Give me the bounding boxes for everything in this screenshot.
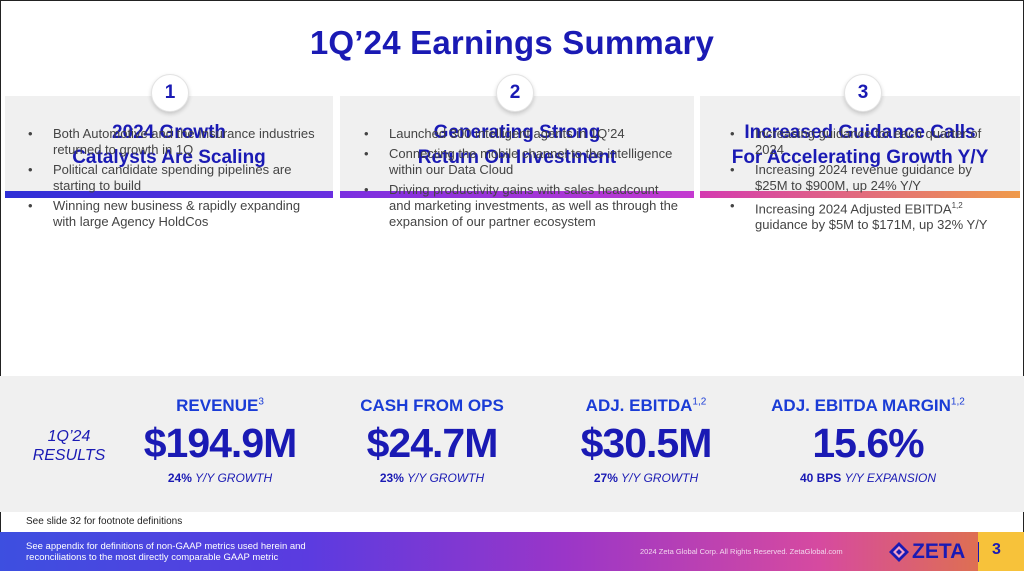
metric-growth: 40 BPS Y/Y EXPANSION <box>754 471 982 485</box>
page-number: 3 <box>992 541 1001 558</box>
footer-copyright: 2024 Zeta Global Corp. All Rights Reserv… <box>640 547 843 556</box>
metric-value: 15.6% <box>812 420 924 466</box>
metric-label: CASH FROM OPS <box>346 396 518 416</box>
metric-value: $194.9M <box>143 420 298 466</box>
metric-growth-text: Y/Y GROWTH <box>195 471 273 485</box>
footnote-marker: 3 <box>258 396 264 408</box>
footnote-marker: 1,2 <box>950 396 965 408</box>
number-badge: 1 <box>151 74 189 112</box>
metric-adj-ebitda: ADJ. EBITDA1,2 $30.5M 27% Y/Y GROWTH <box>560 396 732 485</box>
bullet-list: • Both Automotive and the Insurance indus… <box>26 126 316 234</box>
bullet-list: • Increasing guidance for each quarter of… <box>728 126 1002 237</box>
metric-growth-value: 23% <box>379 471 404 485</box>
metric-growth-value: 27% <box>593 471 618 485</box>
metric-label: REVENUE3 <box>134 396 306 416</box>
metric-label-text: ADJ. EBITDA MARGIN <box>771 396 951 415</box>
accent-bar <box>5 191 333 198</box>
metric-growth-text: Y/Y GROWTH <box>621 471 699 485</box>
accent-bar <box>700 191 1020 198</box>
footnote-text: See slide 32 for footnote definitions <box>26 516 183 527</box>
metric-growth-text: Y/Y EXPANSION <box>844 471 937 485</box>
page-number-tab: 3 <box>978 532 1024 571</box>
number-badge: 2 <box>496 74 534 112</box>
bullet-text: Launched 300 intelligent agents in 1Q’24 <box>389 126 625 141</box>
column-title-line2: Return On Investment <box>417 147 617 168</box>
column-title-line1: Increased Guidance Calls <box>744 122 976 143</box>
column-title-line1: Generating Strong <box>433 122 601 143</box>
bullet-text: Increasing 2024 Adjusted EBITDA <box>755 201 952 217</box>
accent-bar <box>340 191 694 198</box>
number-badge: 3 <box>844 74 882 112</box>
list-item: • Connecting the mobile channel to the in… <box>362 146 680 178</box>
slide-title: 1Q’24 Earnings Summary <box>309 24 715 61</box>
results-label: 1Q’24 RESULTS <box>24 427 114 465</box>
metric-label: ADJ. EBITDA MARGIN1,2 <box>754 396 982 416</box>
column-title: Generating Strong Return On Investment <box>340 120 694 170</box>
bullet-text-continued: guidance by $5M to $171M, up 32% Y/Y <box>755 217 988 233</box>
bullet-text: Political candidate spending pipelines a… <box>53 162 292 193</box>
metric-label-text: ADJ. EBITDA <box>585 396 693 415</box>
bullet-text: Driving productivity gains with sales he… <box>389 182 679 229</box>
metric-growth: 23% Y/Y GROWTH <box>346 471 518 485</box>
bullet-dot-icon: • <box>28 162 33 177</box>
column-title-line1: 2024 Growth <box>111 122 227 143</box>
bullet-text: Both Automotive and the Insurance indust… <box>53 126 315 157</box>
metric-value: $30.5M <box>580 420 713 466</box>
metric-growth-text: Y/Y GROWTH <box>407 471 485 485</box>
results-label-line2: RESULTS <box>32 447 106 464</box>
metric-label-text: CASH FROM OPS <box>360 396 504 415</box>
footer-disclaimer-line1: See appendix for definitions of non-GAAP… <box>26 541 306 552</box>
metric-adj-ebitda-margin: ADJ. EBITDA MARGIN1,2 15.6% 40 BPS Y/Y E… <box>754 396 982 485</box>
list-item: • Political candidate spending pipelines … <box>26 162 316 194</box>
metric-revenue: REVENUE3 $194.9M 24% Y/Y GROWTH <box>134 396 306 485</box>
zeta-logo-text: ZETA <box>912 540 966 563</box>
results-band <box>0 376 1024 512</box>
bullet-text: Connecting the mobile channel to the int… <box>389 146 673 177</box>
metric-value: $24.7M <box>366 420 499 466</box>
bullet-text: Winning new business & rapidly expanding… <box>53 198 301 229</box>
bullet-dot-icon: • <box>364 126 369 141</box>
list-item: • Driving productivity gains with sales h… <box>362 182 680 230</box>
metric-label: ADJ. EBITDA1,2 <box>560 396 732 416</box>
footer-bar <box>0 532 1024 571</box>
bullet-list: • Launched 300 intelligent agents in 1Q’2… <box>362 126 680 234</box>
bullet-dot-icon: • <box>730 162 735 177</box>
metric-growth-value: 24% <box>167 471 192 485</box>
divider <box>978 542 979 562</box>
zeta-logo-icon <box>889 542 909 562</box>
column-title: Increased Guidance Calls For Acceleratin… <box>700 120 1020 170</box>
footnote-marker: 1,2 <box>692 396 707 408</box>
bullet-dot-icon: • <box>364 182 369 197</box>
column-title: 2024 Growth Catalysts Are Scaling <box>5 120 333 170</box>
list-item: • Both Automotive and the Insurance indus… <box>26 126 316 158</box>
list-item: • Increasing 2024 Adjusted EBITDA1,2 guid… <box>728 198 1002 233</box>
metric-cash-from-ops: CASH FROM OPS $24.7M 23% Y/Y GROWTH <box>346 396 518 485</box>
column-title-line2: Catalysts Are Scaling <box>72 147 266 168</box>
bullet-dot-icon: • <box>730 126 735 141</box>
list-item: • Winning new business & rapidly expandin… <box>26 198 316 230</box>
bullet-dot-icon: • <box>364 146 369 161</box>
metric-label-text: REVENUE <box>176 396 259 415</box>
column-title-line2: For Accelerating Growth Y/Y <box>731 147 989 168</box>
list-item: • Increasing guidance for each quarter of… <box>728 126 1002 158</box>
bullet-dot-icon: • <box>730 198 735 213</box>
metric-growth: 27% Y/Y GROWTH <box>560 471 732 485</box>
footer-disclaimer: See appendix for definitions of non-GAAP… <box>26 541 306 563</box>
list-item: • Launched 300 intelligent agents in 1Q’2… <box>362 126 680 142</box>
bullet-dot-icon: • <box>28 126 33 141</box>
list-item: • Increasing 2024 revenue guidance by $25… <box>728 162 1002 194</box>
bullet-text: Increasing 2024 revenue guidance by $25M… <box>755 162 972 193</box>
footer-disclaimer-line2: reconciliations to the most directly com… <box>26 552 279 563</box>
bullet-dot-icon: • <box>28 198 33 213</box>
metric-growth-value: 40 BPS <box>799 471 842 485</box>
results-label-line1: 1Q’24 <box>47 428 91 445</box>
bullet-text: Increasing guidance for each quarter of … <box>755 126 982 157</box>
footnote-marker: 1,2 <box>951 201 963 210</box>
metric-growth: 24% Y/Y GROWTH <box>134 471 306 485</box>
